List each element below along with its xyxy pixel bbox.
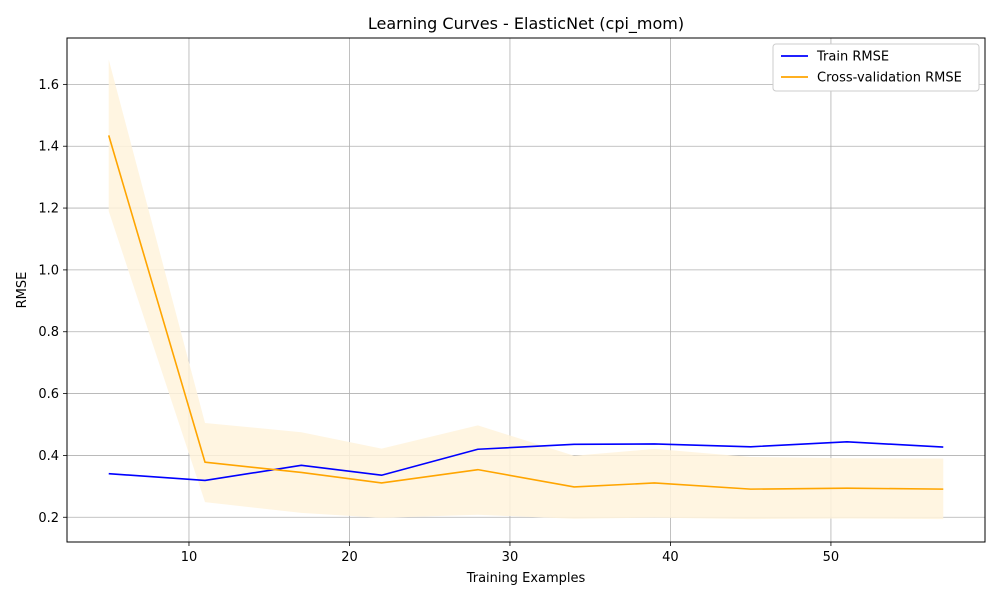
series-1-line — [107, 135, 944, 490]
legend-label-1: Cross-validation RMSE — [817, 71, 962, 86]
x-tick-label: 30 — [502, 550, 519, 565]
legend-label-0: Train RMSE — [816, 50, 889, 65]
x-axis-label: Training Examples — [466, 571, 586, 586]
grid-lines — [67, 38, 985, 542]
y-tick-label: 1.0 — [38, 263, 59, 278]
legend-box — [772, 43, 980, 92]
x-tick-label: 20 — [341, 550, 358, 565]
y-tick-label: 0.6 — [38, 387, 59, 402]
y-tick-label: 1.4 — [38, 140, 59, 155]
y-tick-label: 0.8 — [38, 325, 59, 340]
chart-title: Learning Curves - ElasticNet (cpi_mom) — [368, 14, 684, 34]
series-lines — [107, 135, 944, 490]
x-tick-label: 40 — [662, 550, 679, 565]
y-axis-label: RMSE — [15, 272, 30, 309]
y-tick-label: 1.6 — [38, 78, 59, 93]
y-axis-ticks: 0.2 0.4 0.6 0.8 1.0 1.2 1.4 1.6 — [38, 78, 67, 526]
plot-area-frame — [66, 37, 986, 543]
y-tick-label: 0.2 — [38, 511, 59, 526]
series-0-line — [108, 441, 944, 482]
confidence-bands — [108, 59, 944, 520]
x-tick-label: 50 — [823, 550, 840, 565]
legend: Train RMSE Cross-validation RMSE — [772, 43, 980, 92]
y-tick-label: 0.4 — [38, 449, 59, 464]
x-axis-ticks: 10 20 30 40 50 — [181, 542, 840, 565]
x-tick-label: 10 — [181, 550, 198, 565]
series-1-band — [108, 59, 944, 520]
y-tick-label: 1.2 — [38, 202, 59, 217]
